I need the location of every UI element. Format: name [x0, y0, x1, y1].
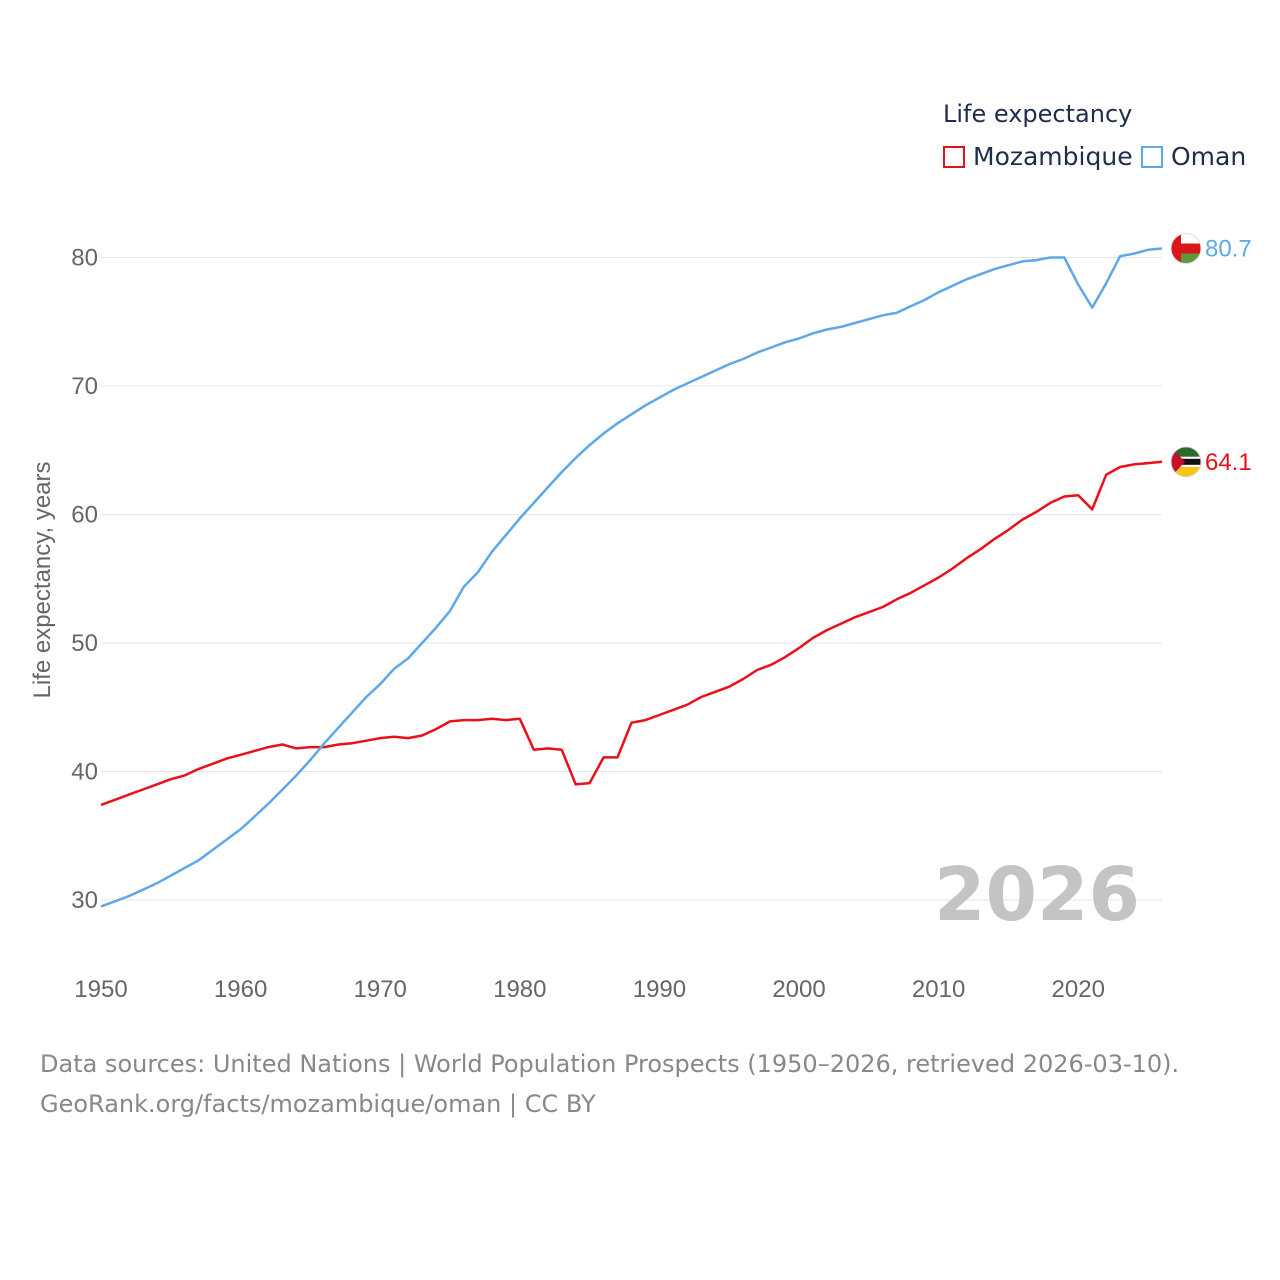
end-value-label-mozambique: 64.1 — [1205, 449, 1252, 476]
y-axis-ticks: 30 40 50 60 70 80 — [71, 245, 98, 915]
oman-flag-icon — [1170, 233, 1202, 265]
x-tick-label: 1990 — [633, 976, 686, 1003]
x-tick-label: 1960 — [214, 976, 267, 1003]
series-line-oman — [100, 247, 1163, 908]
series-end-markers: 64.1 80.7 — [1170, 233, 1252, 478]
current-year-watermark: 2026 — [934, 852, 1140, 938]
georank-credit-link[interactable]: GeoRank.org/facts/mozambique/oman | CC B… — [40, 1090, 596, 1118]
footer-sources: Data sources: United Nations | World Pop… — [40, 1044, 1179, 1124]
y-tick-label: 40 — [71, 759, 98, 786]
legend-label-mozambique: Mozambique — [973, 142, 1133, 171]
y-tick-label: 60 — [71, 502, 98, 529]
life-expectancy-chart: 30 40 50 60 70 80 1950 1960 1970 1980 1990 2000 201… — [29, 233, 1252, 1003]
mozambique-flag-icon — [1170, 446, 1202, 478]
x-tick-label: 2020 — [1052, 976, 1105, 1003]
legend-item-oman[interactable]: Oman — [1141, 142, 1246, 171]
legend-item-mozambique[interactable]: Mozambique — [943, 142, 1133, 171]
end-value-label-oman: 80.7 — [1205, 236, 1252, 263]
legend-label-oman: Oman — [1171, 142, 1247, 171]
x-tick-label: 2010 — [912, 976, 965, 1003]
y-tick-label: 50 — [71, 630, 98, 657]
gridlines — [101, 257, 1162, 901]
y-tick-label: 70 — [71, 373, 98, 400]
data-sources-text: Data sources: United Nations | World Pop… — [40, 1050, 1180, 1078]
series-lines — [100, 247, 1163, 908]
y-axis-label: Life expectancy, years — [29, 461, 56, 698]
series-line-mozambique — [100, 460, 1163, 807]
y-tick-label: 80 — [71, 245, 98, 272]
x-tick-label: 1980 — [493, 976, 546, 1003]
x-tick-label: 1970 — [354, 976, 407, 1003]
legend-swatch-oman — [1141, 145, 1163, 168]
x-tick-label: 1950 — [74, 976, 127, 1003]
x-tick-label: 2000 — [772, 976, 825, 1003]
legend-swatch-mozambique — [943, 145, 965, 168]
legend-title: Life expectancy — [943, 100, 1133, 128]
x-axis-ticks: 1950 1960 1970 1980 1990 2000 2010 2020 — [74, 976, 1105, 1003]
y-tick-label: 30 — [71, 887, 98, 914]
